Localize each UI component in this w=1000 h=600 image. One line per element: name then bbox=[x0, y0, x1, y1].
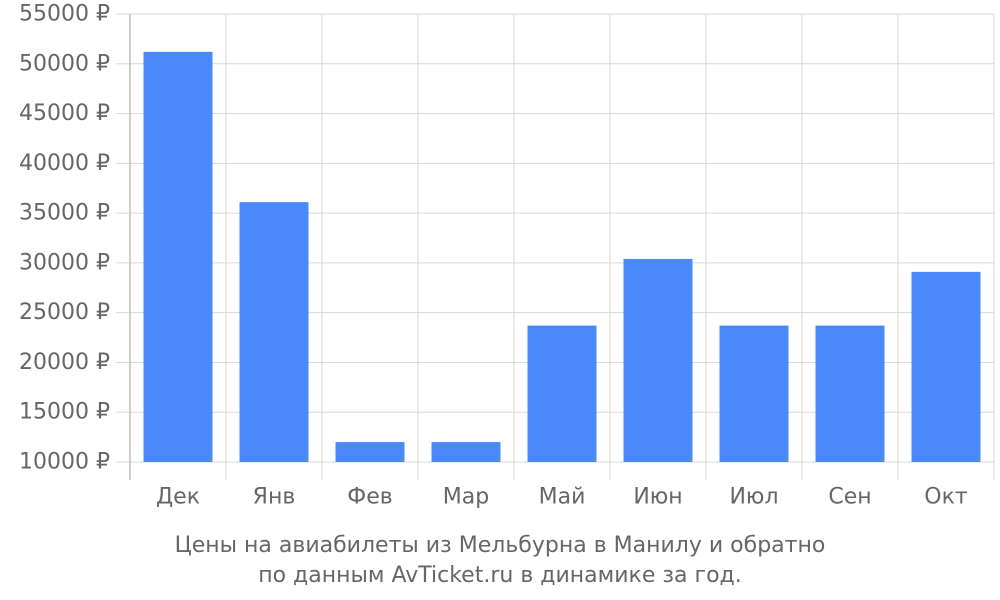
bars bbox=[143, 51, 981, 462]
x-tick-label: Фев bbox=[347, 485, 392, 510]
x-tick-label: Июл bbox=[729, 485, 778, 510]
x-tick-labels: Дек Янв Фев Мар Май Июн Июл Сен Окт bbox=[156, 485, 968, 510]
axes bbox=[116, 13, 131, 480]
bar bbox=[527, 325, 597, 462]
y-tick-label: 20000 ₽ bbox=[19, 350, 110, 375]
x-tick-label: Дек bbox=[156, 485, 200, 510]
y-tick-label: 35000 ₽ bbox=[19, 201, 110, 226]
chart-caption-line-2: по данным AvTicket.ru в динамике за год. bbox=[258, 563, 742, 588]
x-tick-label: Мар bbox=[443, 485, 489, 510]
bar bbox=[719, 325, 789, 462]
y-tick-labels: 10000 ₽ 15000 ₽ 20000 ₽ 25000 ₽ 30000 ₽ 35000… bbox=[19, 2, 110, 475]
y-tick-label: 25000 ₽ bbox=[19, 300, 110, 325]
chart-caption-line-1: Цены на авиабилеты из Мельбурна в Манилу… bbox=[174, 533, 826, 558]
x-tick-label: Июн bbox=[633, 485, 682, 510]
y-tick-label: 55000 ₽ bbox=[19, 2, 110, 27]
bar bbox=[335, 442, 405, 462]
y-tick-label: 10000 ₽ bbox=[19, 450, 110, 475]
bar bbox=[911, 271, 981, 462]
y-tick-label: 40000 ₽ bbox=[19, 151, 110, 176]
bar bbox=[815, 325, 885, 462]
x-tick-label: Май bbox=[539, 485, 586, 510]
y-tick-label: 45000 ₽ bbox=[19, 101, 110, 126]
bar bbox=[143, 51, 213, 462]
bar bbox=[239, 202, 309, 462]
y-tick-label: 15000 ₽ bbox=[19, 400, 110, 425]
y-tick-label: 50000 ₽ bbox=[19, 51, 110, 76]
bar bbox=[623, 258, 693, 462]
bar bbox=[431, 442, 501, 462]
x-tick-label: Янв bbox=[253, 485, 296, 510]
y-tick-label: 30000 ₽ bbox=[19, 250, 110, 275]
x-tick-label: Сен bbox=[828, 485, 871, 510]
x-tick-label: Окт bbox=[924, 485, 968, 510]
